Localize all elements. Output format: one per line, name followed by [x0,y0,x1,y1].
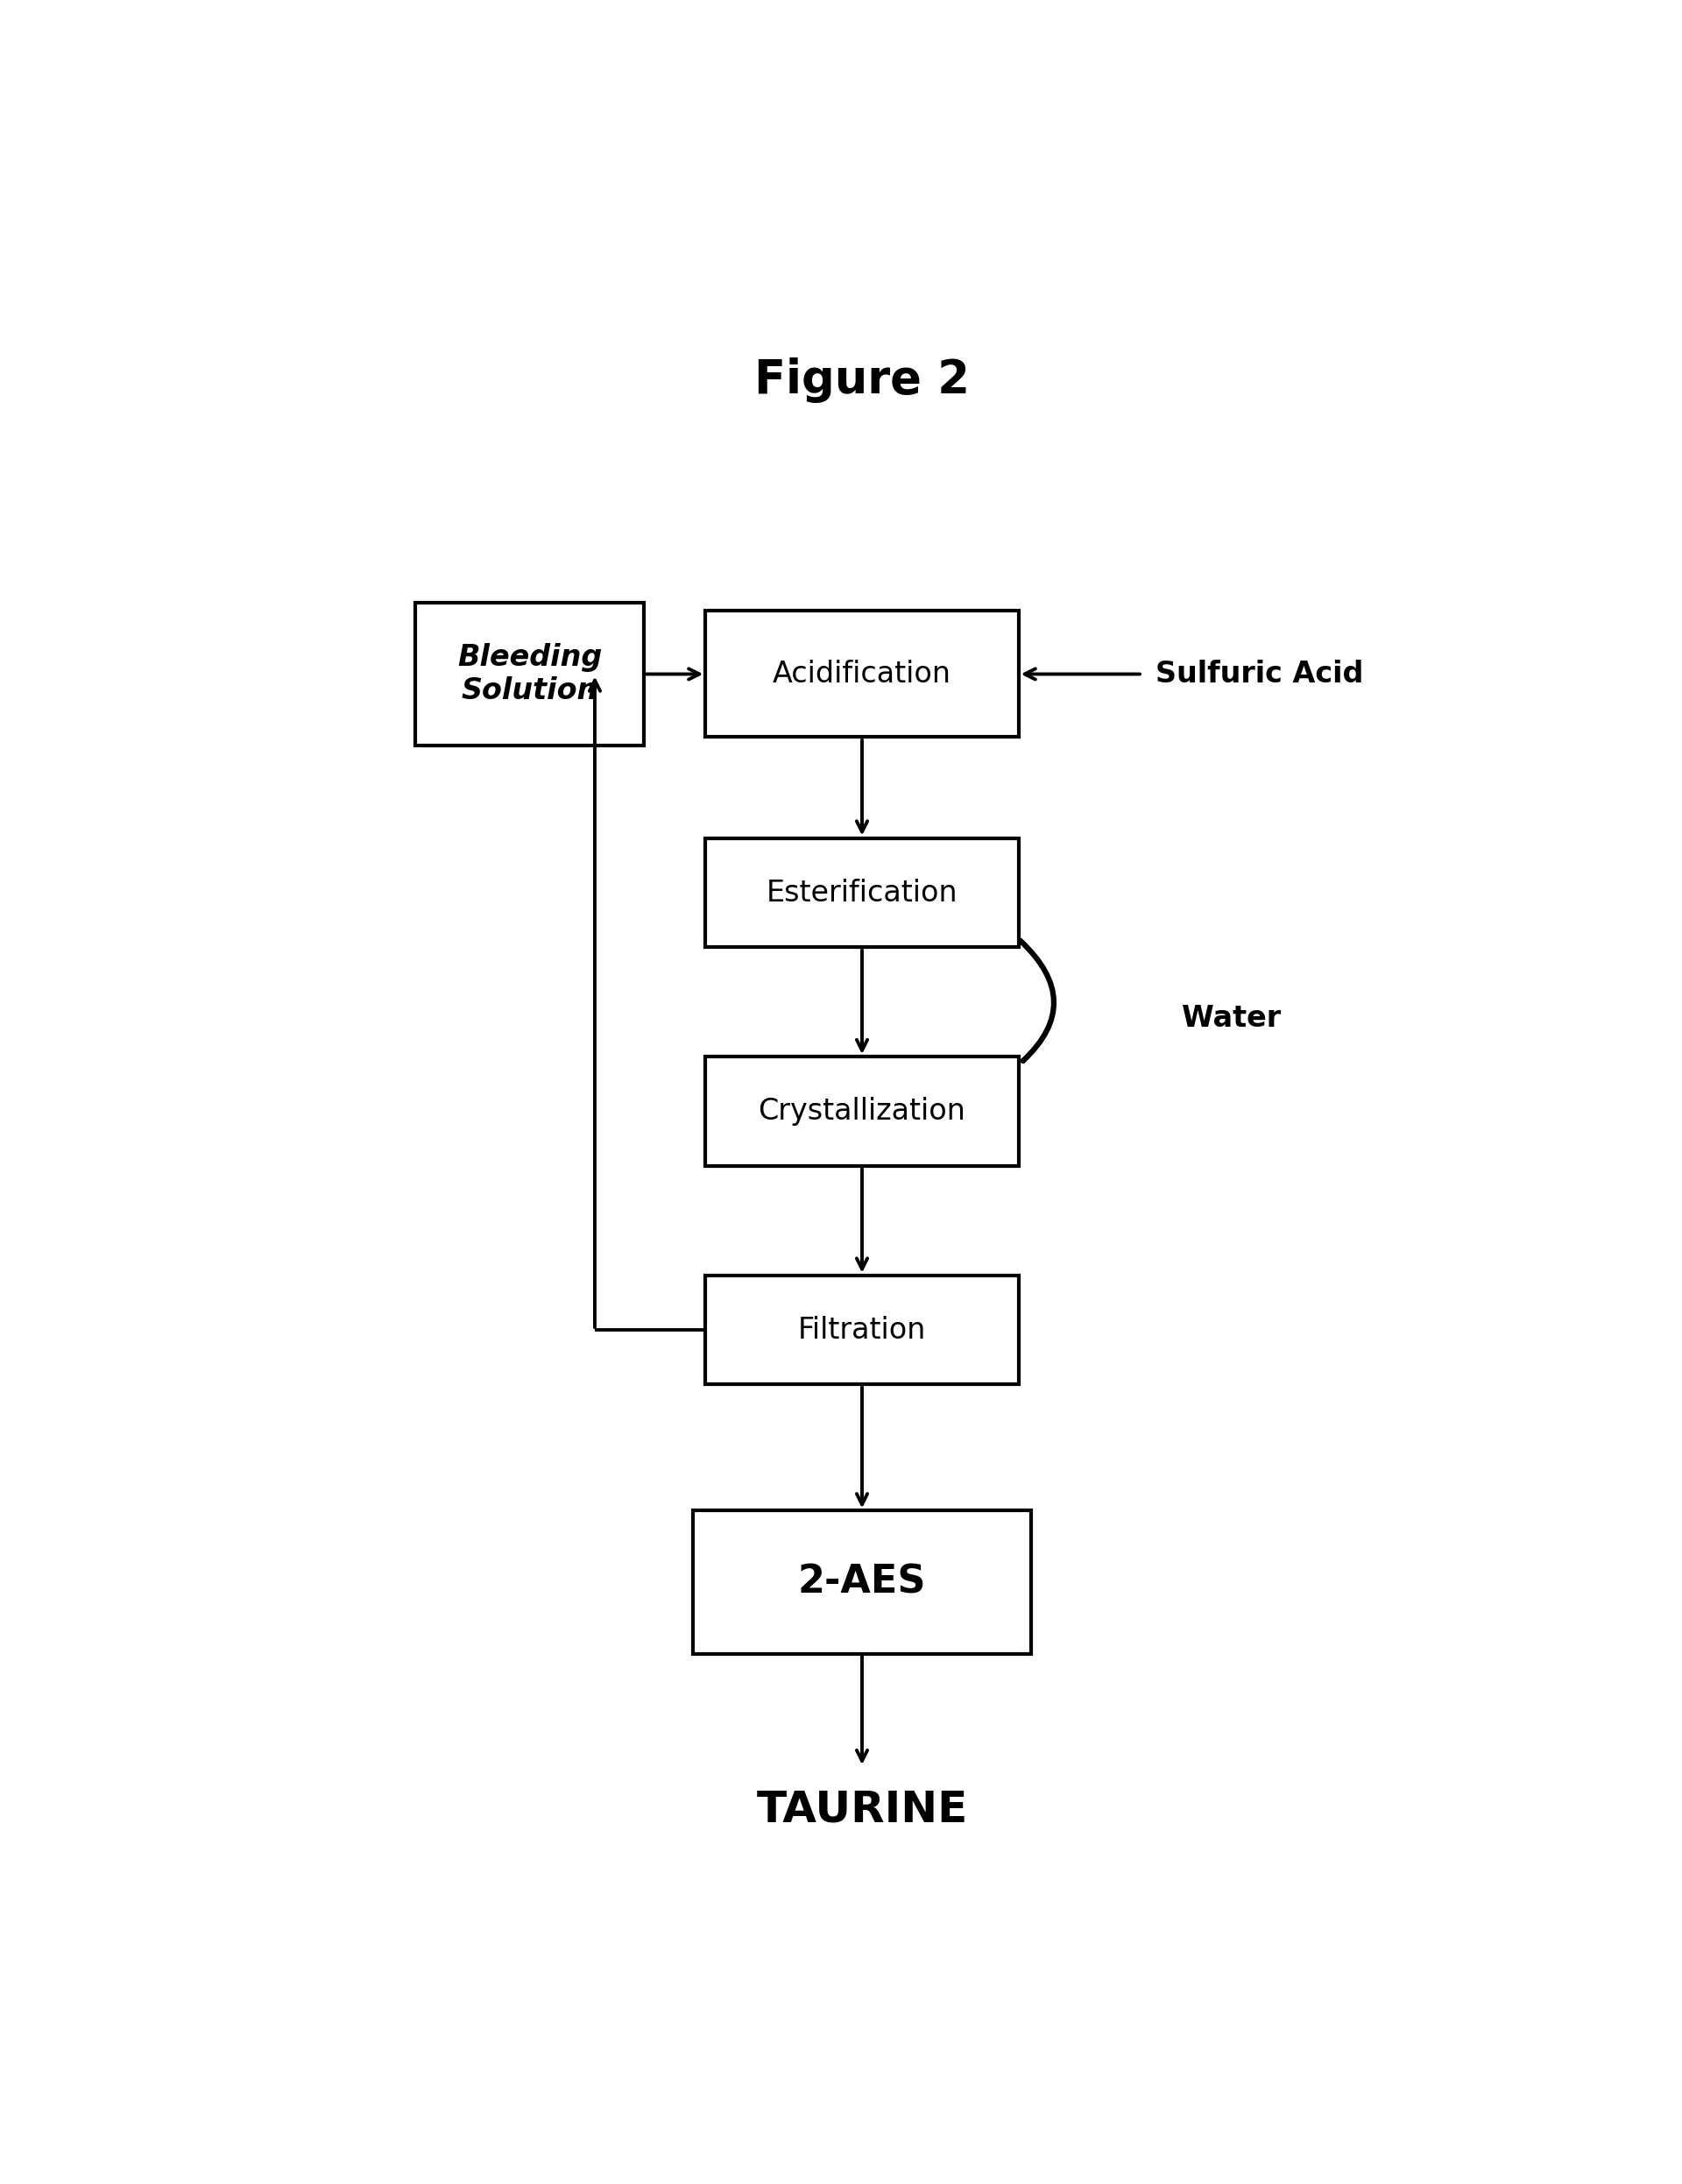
Bar [706,1275,1018,1385]
Text: Filtration: Filtration [797,1315,927,1345]
Text: Water: Water [1181,1005,1280,1033]
Text: 2-AES: 2-AES [797,1564,927,1601]
Bar [706,1057,1018,1166]
Bar [706,612,1018,738]
Text: Bleeding
Solution: Bleeding Solution [458,642,602,705]
Text: Esterification: Esterification [767,878,957,906]
Text: Figure 2: Figure 2 [754,356,971,402]
Bar [693,1511,1031,1653]
Bar [415,603,644,745]
Text: TAURINE: TAURINE [757,1789,967,1830]
Bar [706,839,1018,948]
FancyArrowPatch shape [1021,941,1055,1061]
Text: Acidification: Acidification [772,660,952,688]
Text: Crystallization: Crystallization [759,1096,965,1125]
Text: Sulfuric Acid: Sulfuric Acid [1156,660,1364,688]
